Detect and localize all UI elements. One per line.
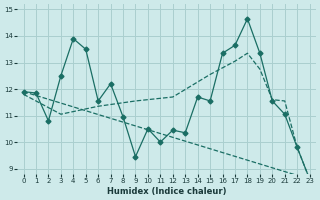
X-axis label: Humidex (Indice chaleur): Humidex (Indice chaleur) <box>107 187 226 196</box>
